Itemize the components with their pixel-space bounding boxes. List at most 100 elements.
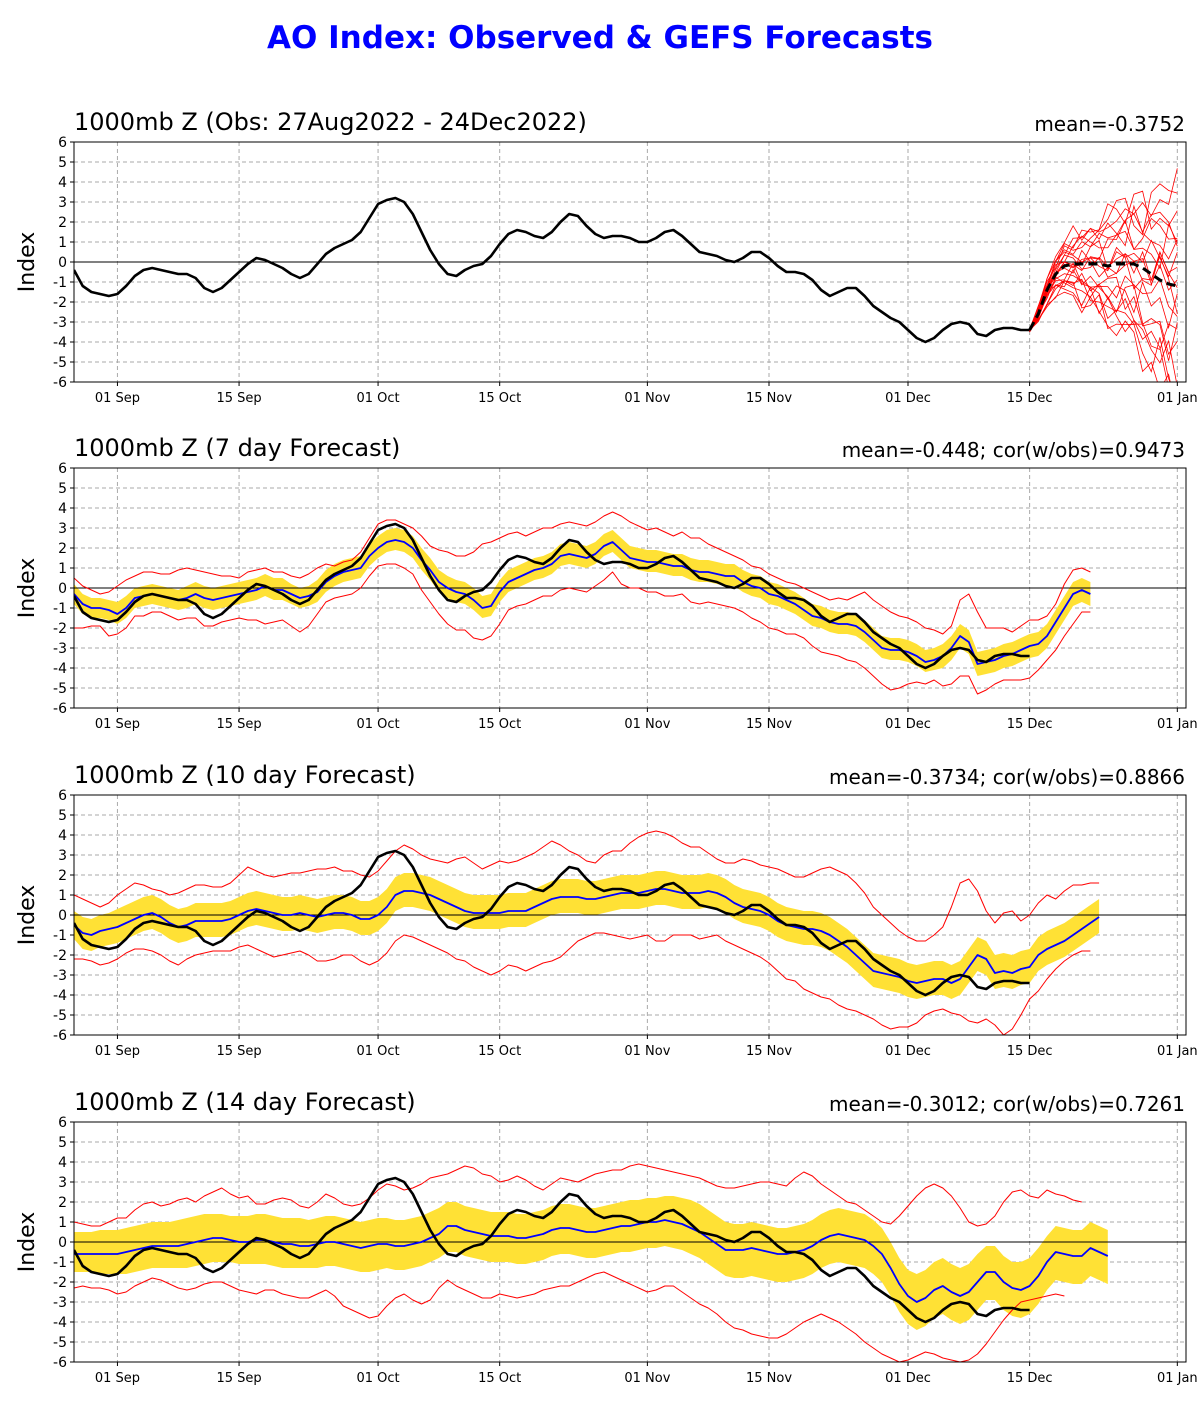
y-tick-label: 4 — [58, 828, 67, 844]
y-tick-label: -4 — [53, 335, 67, 351]
ensemble-mean-line — [74, 1219, 1109, 1303]
x-tick-label: 15 Sep — [216, 391, 261, 406]
x-tick-label: 01 Nov — [624, 391, 670, 406]
panel-title: 1000mb Z (7 day Forecast) — [74, 434, 401, 462]
ensemble-member-line — [1029, 217, 1178, 329]
y-axis-label: Index — [15, 885, 40, 946]
y-tick-label: -4 — [53, 1315, 67, 1331]
y-tick-label: 6 — [58, 135, 67, 151]
y-tick-label: -5 — [53, 1008, 67, 1024]
ensemble-member-line — [1029, 280, 1171, 382]
y-tick-label: -2 — [53, 1275, 67, 1291]
ensemble-max-line — [74, 830, 1100, 942]
ensemble-member-line — [1029, 239, 1178, 329]
ensemble-min-line — [74, 1271, 1065, 1362]
ensemble-mean-line — [74, 888, 1100, 984]
panel-14day-forecast: 1000mb Z (14 day Forecast) mean=-0.3012;… — [0, 1088, 1200, 1408]
ensemble-member-line — [1029, 183, 1178, 333]
ensemble-member-line — [1029, 276, 1178, 356]
x-tick-label: 15 Nov — [746, 1371, 792, 1386]
x-tick-label: 01 Sep — [95, 717, 140, 732]
panel-title: 1000mb Z (14 day Forecast) — [74, 1088, 416, 1116]
y-tick-label: -5 — [53, 355, 67, 371]
ensemble-max-line — [74, 511, 1091, 635]
y-tick-label: 0 — [58, 255, 67, 271]
plot-area — [74, 830, 1186, 1035]
x-tick-label: 15 Dec — [1007, 1371, 1053, 1386]
y-tick-label: -6 — [53, 701, 67, 717]
y-tick-label: -2 — [53, 948, 67, 964]
x-tick-label: 15 Nov — [746, 391, 792, 406]
y-tick-label: -1 — [53, 601, 67, 617]
y-tick-label: -6 — [53, 1028, 67, 1044]
x-tick-label: 15 Dec — [1007, 717, 1053, 732]
y-tick-label: 3 — [58, 848, 67, 864]
plot-area — [74, 511, 1186, 695]
ensemble-member-line — [1029, 262, 1178, 330]
x-tick-label: 15 Dec — [1007, 1044, 1053, 1059]
chart-svg: -6 -5 -4 -3 -2 -1 0 1 2 3 4 5 6 01 Sep 15 Sep 01 Oct 15 … — [15, 788, 1198, 1059]
x-tick-label: 01 Sep — [95, 391, 140, 406]
x-tick-label: 15 Oct — [478, 1044, 521, 1059]
x-tick-label: 01 Dec — [885, 1371, 931, 1386]
y-tick-label: -5 — [53, 1335, 67, 1351]
y-tick-label: 5 — [58, 1135, 67, 1151]
chart-svg: -6 -5 -4 -3 -2 -1 0 1 2 3 4 5 6 01 Sep 15 Sep 01 Oct 15 … — [15, 135, 1198, 406]
x-tick-label: 01 Dec — [885, 391, 931, 406]
x-tick-label: 01 Sep — [95, 1371, 140, 1386]
y-tick-label: 2 — [58, 868, 67, 884]
plot-area — [74, 1163, 1186, 1362]
observed-line — [74, 522, 1030, 670]
y-tick-label: -2 — [53, 295, 67, 311]
x-tick-label: 15 Dec — [1007, 391, 1053, 406]
y-tick-label: 3 — [58, 1175, 67, 1191]
y-tick-label: -1 — [53, 1255, 67, 1271]
y-tick-label: -2 — [53, 621, 67, 637]
ensemble-max-line — [74, 1163, 1082, 1227]
x-tick-label: 01 Jan — [1157, 717, 1198, 732]
y-tick-label: -3 — [53, 315, 67, 331]
x-tick-label: 15 Sep — [216, 717, 261, 732]
observed-line — [74, 849, 1030, 997]
x-tick-label: 15 Nov — [746, 1044, 792, 1059]
x-tick-label: 01 Dec — [885, 1044, 931, 1059]
spread-band — [74, 1196, 1108, 1330]
x-tick-label: 15 Sep — [216, 1371, 261, 1386]
x-tick-label: 01 Jan — [1157, 1044, 1198, 1059]
y-tick-label: -3 — [53, 968, 67, 984]
panel-stats: mean=-0.3012; cor(w/obs)=0.7261 — [828, 1092, 1185, 1116]
panel-stats: mean=-0.448; cor(w/obs)=0.9473 — [841, 438, 1185, 462]
observed-line — [74, 196, 1030, 344]
y-tick-label: 1 — [58, 888, 67, 904]
y-tick-label: -6 — [53, 1355, 67, 1371]
y-tick-label: 1 — [58, 1215, 67, 1231]
y-axis-label: Index — [15, 558, 40, 619]
ensemble-member-line — [1029, 272, 1178, 332]
y-tick-label: 5 — [58, 481, 67, 497]
y-tick-label: -4 — [53, 661, 67, 677]
y-tick-label: 3 — [58, 195, 67, 211]
x-tick-label: 01 Oct — [356, 1044, 399, 1059]
panel-observed: 1000mb Z (Obs: 27Aug2022 - 24Dec2022) me… — [0, 108, 1200, 428]
x-tick-label: 01 Nov — [624, 1044, 670, 1059]
x-tick-label: 01 Nov — [624, 717, 670, 732]
spread-band — [74, 528, 1091, 676]
y-tick-label: 4 — [58, 501, 67, 517]
panel-title: 1000mb Z (10 day Forecast) — [74, 761, 416, 789]
y-tick-label: 5 — [58, 808, 67, 824]
ensemble-member-line — [1029, 168, 1178, 332]
y-tick-label: 5 — [58, 155, 67, 171]
chart-svg: -6 -5 -4 -3 -2 -1 0 1 2 3 4 5 6 01 Sep 15 Sep 01 Oct 15 … — [15, 461, 1198, 732]
y-tick-label: 4 — [58, 1155, 67, 1171]
y-tick-label: 2 — [58, 1195, 67, 1211]
y-tick-label: -4 — [53, 988, 67, 1004]
y-tick-label: 2 — [58, 215, 67, 231]
observed-line — [74, 1176, 1030, 1324]
y-tick-label: -5 — [53, 681, 67, 697]
x-tick-label: 01 Oct — [356, 1371, 399, 1386]
x-tick-label: 15 Sep — [216, 1044, 261, 1059]
ensemble-min-line — [74, 563, 1091, 695]
y-tick-label: 4 — [58, 175, 67, 191]
y-axis-label: Index — [15, 232, 40, 293]
ensemble-member-line — [1029, 204, 1178, 330]
